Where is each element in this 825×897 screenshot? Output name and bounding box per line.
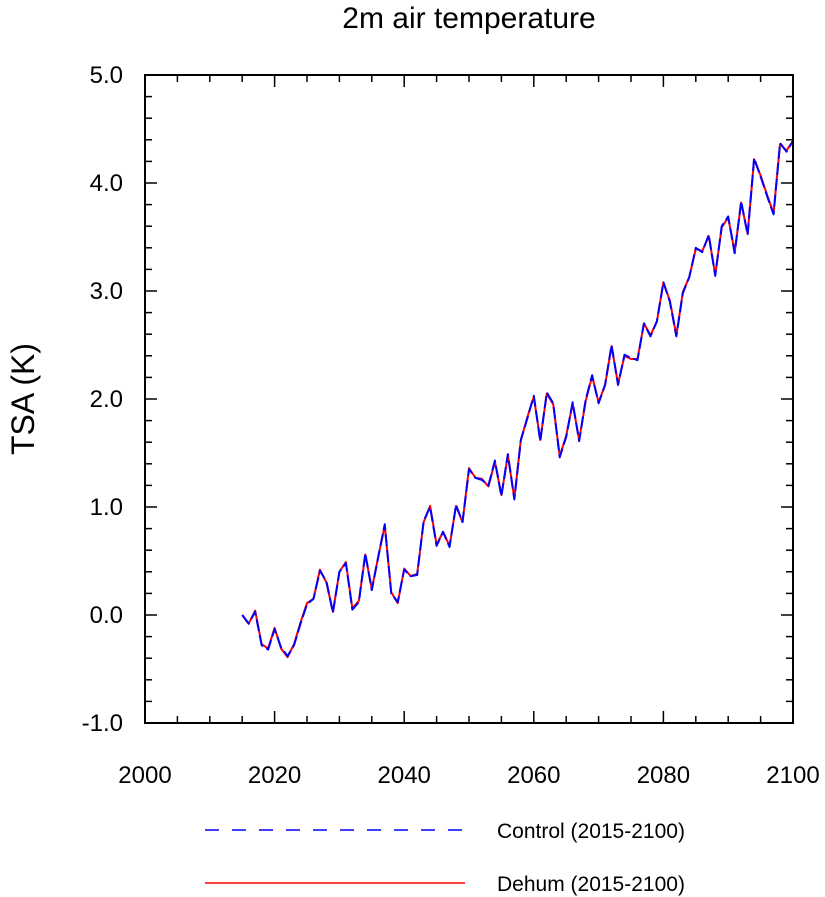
y-tick-label: 5.0 bbox=[90, 62, 123, 89]
y-tick-label: 4.0 bbox=[90, 170, 123, 197]
chart-title: 2m air temperature bbox=[342, 2, 595, 35]
y-tick-label: -1.0 bbox=[82, 710, 123, 737]
legend-label-control: Control (2015-2100) bbox=[497, 820, 685, 843]
x-tick-label: 2100 bbox=[766, 762, 819, 789]
y-tick-labels: -1.0 0.0 1.0 2.0 3.0 4.0 5.0 bbox=[82, 62, 123, 737]
x-tick-label: 2080 bbox=[637, 762, 690, 789]
x-tick-label: 2060 bbox=[507, 762, 560, 789]
y-tick-label: 0.0 bbox=[90, 602, 123, 629]
y-tick-label: 1.0 bbox=[90, 494, 123, 521]
y-axis-label: TSA (K) bbox=[5, 343, 41, 455]
series-line-control bbox=[241, 140, 794, 658]
x-tick-label: 2000 bbox=[118, 762, 171, 789]
x-tick-label: 2020 bbox=[248, 762, 301, 789]
axis-ticks bbox=[144, 74, 794, 724]
plot-frame bbox=[144, 74, 794, 724]
y-tick-label: 2.0 bbox=[90, 386, 123, 413]
series-line-dehum bbox=[241, 140, 794, 659]
series-lines bbox=[241, 140, 794, 659]
y-tick-label: 3.0 bbox=[90, 278, 123, 305]
x-tick-label: 2040 bbox=[378, 762, 431, 789]
legend-label-dehum: Dehum (2015-2100) bbox=[497, 873, 685, 896]
legend: Control (2015-2100) Dehum (2015-2100) bbox=[205, 820, 685, 896]
x-tick-labels: 2000 2020 2040 2060 2080 2100 bbox=[118, 762, 819, 789]
